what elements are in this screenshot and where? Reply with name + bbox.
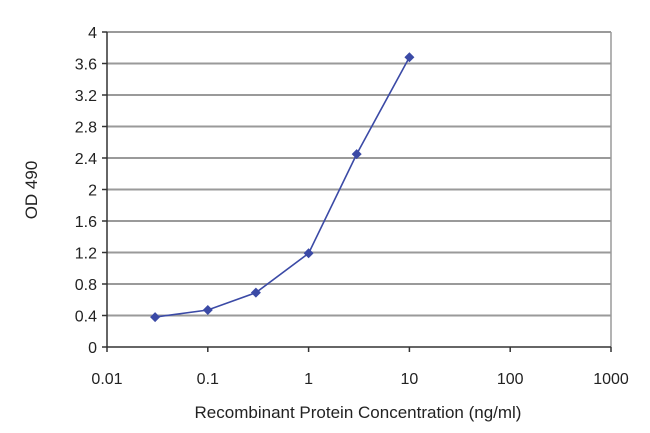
y-tick-label: 4 [88, 25, 97, 42]
y-tick-label: 0.8 [75, 277, 97, 294]
x-tick-label: 100 [497, 371, 524, 388]
data-point [150, 312, 161, 323]
x-tick-label: 1000 [593, 371, 629, 388]
grid-lines [107, 31, 611, 317]
x-axis-title: Recombinant Protein Concentration (ng/ml… [195, 403, 522, 422]
data-point [202, 304, 213, 315]
x-tick-label: 0.01 [91, 371, 122, 388]
data-series [150, 52, 415, 323]
y-tick-label: 2 [88, 183, 97, 200]
axes [102, 31, 612, 352]
y-tick-label: 1.2 [75, 246, 97, 263]
x-tick-label: 10 [401, 371, 419, 388]
y-tick-labels: 0 0.4 0.8 1.2 1.6 2 2.4 2.8 3.2 3.6 4 [75, 25, 97, 357]
y-tick-label: 3.6 [75, 57, 97, 74]
data-point [351, 149, 362, 160]
data-point [404, 52, 415, 63]
y-tick-label: 0 [88, 340, 97, 357]
data-point [303, 248, 314, 259]
y-axis-title: OD 490 [22, 161, 41, 220]
y-tick-label: 0.4 [75, 309, 97, 326]
series-line [154, 56, 411, 318]
data-point [250, 287, 261, 298]
y-tick-label: 2.8 [75, 120, 97, 137]
y-tick-label: 1.6 [75, 214, 97, 231]
y-tick-label: 3.2 [75, 88, 97, 105]
x-tick-labels: 0.01 0.1 1 10 100 1000 [91, 371, 628, 388]
y-tick-label: 2.4 [75, 151, 97, 168]
x-tick-label: 0.1 [197, 371, 219, 388]
x-tick-label: 1 [304, 371, 313, 388]
